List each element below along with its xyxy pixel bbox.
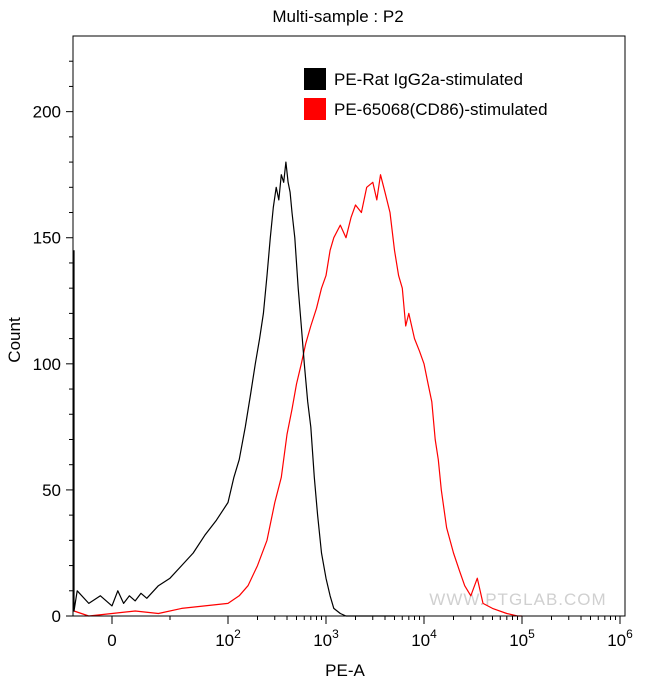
- legend-label: PE-Rat IgG2a-stimulated: [334, 70, 523, 89]
- x-tick-label: 105: [509, 627, 535, 650]
- x-tick-label: 103: [313, 627, 339, 650]
- x-tick-label: 102: [215, 627, 241, 650]
- legend-swatch: [304, 98, 326, 120]
- legend: PE-Rat IgG2a-stimulated PE-65068(CD86)-st…: [304, 68, 548, 120]
- y-tick-label: 0: [52, 607, 61, 626]
- y-tick-label: 200: [33, 103, 61, 122]
- chart-title: Multi-sample : P2: [272, 7, 403, 26]
- y-axis: 0 50 100 150 200: [33, 60, 73, 626]
- x-axis-title: PE-A: [325, 661, 365, 680]
- series-line: [73, 174, 522, 617]
- y-tick-label: 150: [33, 229, 61, 248]
- x-tick-label: 0: [107, 631, 116, 650]
- legend-swatch: [304, 68, 326, 90]
- plot-frame: [72, 35, 626, 617]
- x-tick-label: 104: [411, 627, 437, 650]
- y-tick-label: 100: [33, 355, 61, 374]
- series-layer: [73, 161, 522, 617]
- y-axis-title: Count: [5, 317, 24, 363]
- x-axis: 0 102 103 104 105 106: [107, 616, 633, 650]
- series-line: [73, 161, 395, 617]
- y-tick-label: 50: [42, 481, 61, 500]
- x-tick-label: 106: [607, 627, 633, 650]
- watermark-text: WWW.PTGLAB.COM: [429, 590, 606, 609]
- legend-label: PE-65068(CD86)-stimulated: [334, 100, 548, 119]
